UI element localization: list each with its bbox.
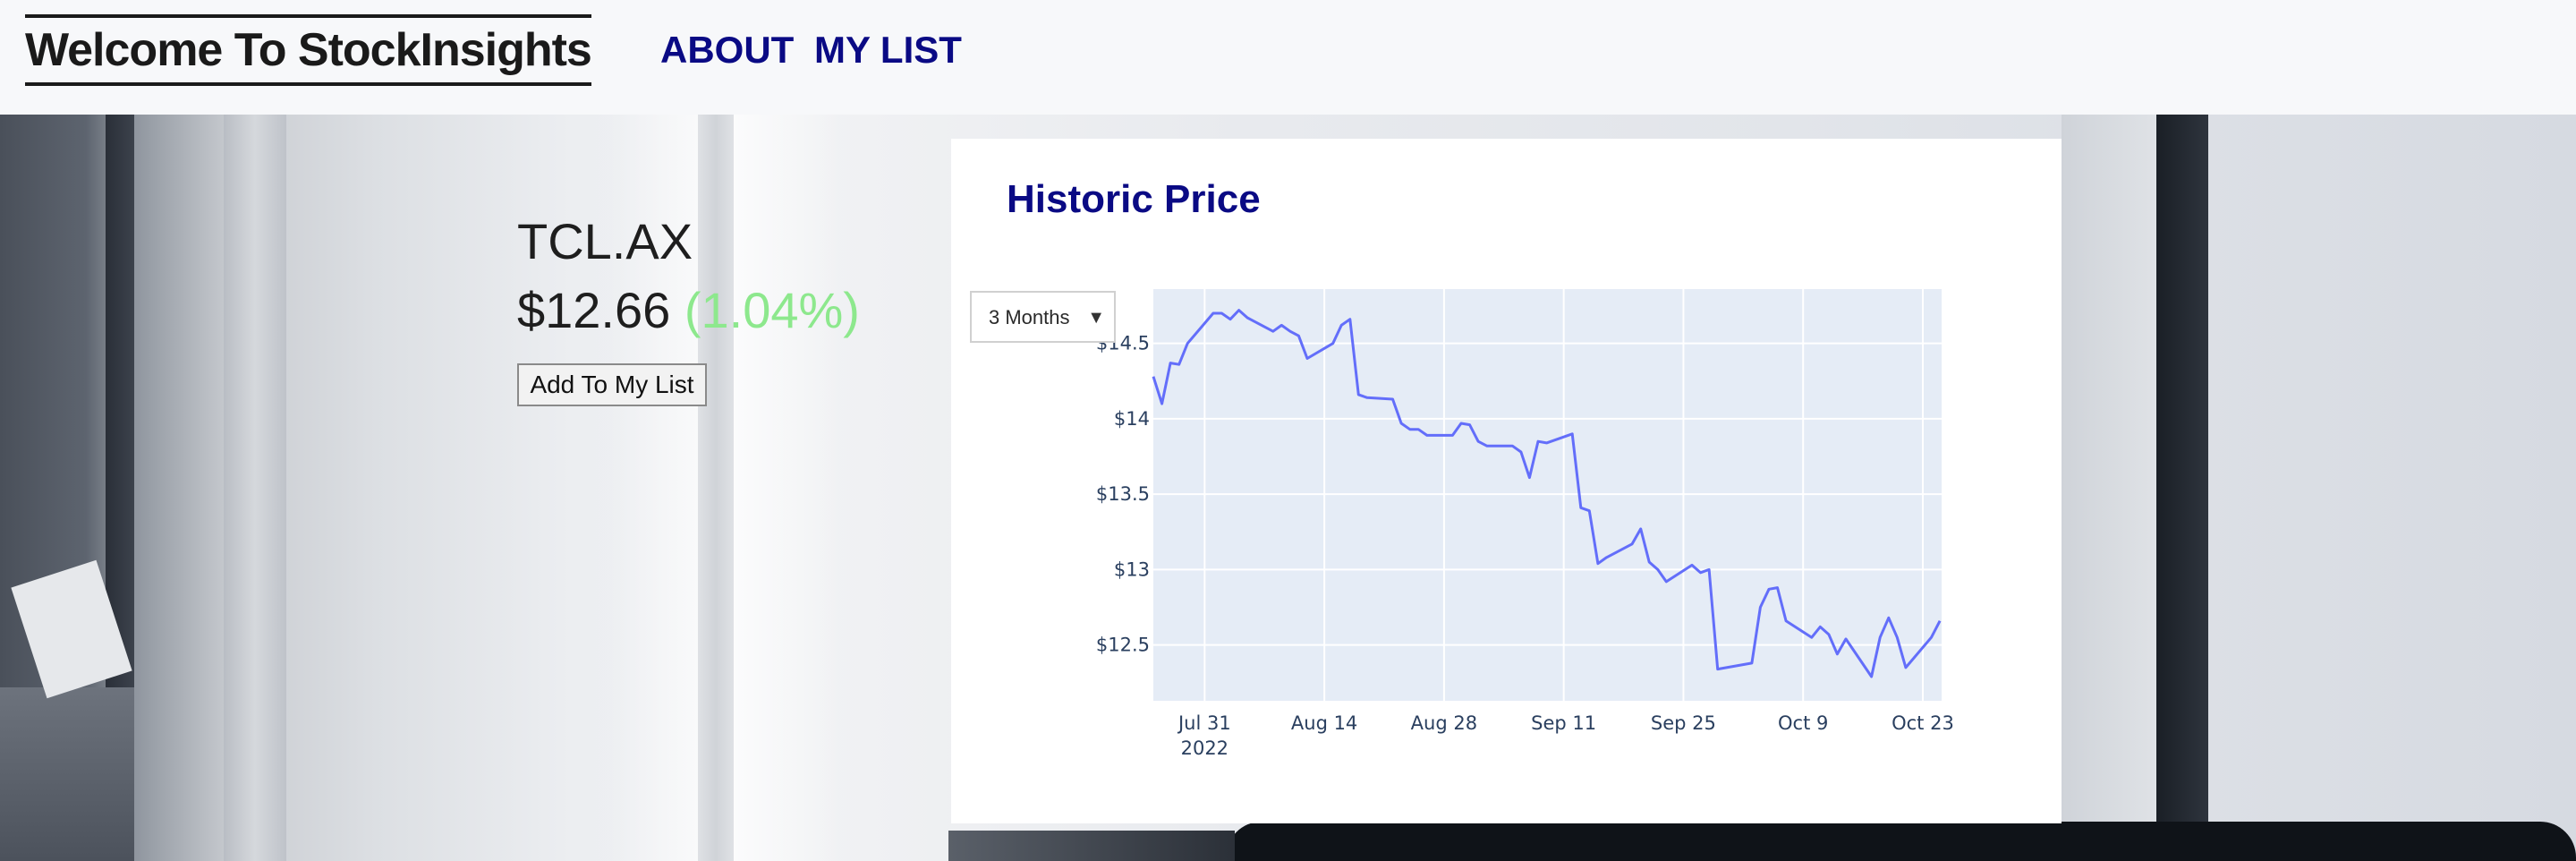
x-tick-label: Oct 9 xyxy=(1778,712,1828,734)
x-tick-sublabel: 2022 xyxy=(1181,737,1228,759)
stock-price: $12.66 xyxy=(517,282,671,338)
x-tick-label: Oct 23 xyxy=(1892,712,1954,734)
top-nav-bar: Welcome To StockInsights ABOUT MY LIST xyxy=(0,0,2576,115)
bg-desk-object xyxy=(0,687,134,861)
bg-window-frame xyxy=(224,115,286,861)
price-series-line xyxy=(1152,309,1942,678)
stock-price-line: $12.66 (1.04%) xyxy=(517,281,860,340)
x-tick-label: Jul 31 xyxy=(1177,712,1231,734)
x-tick-label: Sep 11 xyxy=(1531,712,1596,734)
stock-ticker: TCL.AX xyxy=(517,213,693,269)
nav-link-about[interactable]: ABOUT xyxy=(660,29,795,71)
x-tick-label: Sep 25 xyxy=(1651,712,1716,734)
historic-price-card: Historic Price $12.5 $13 $13.5 $14 $14.5 Jul … xyxy=(951,139,2062,823)
y-tick-label: $12.5 xyxy=(1096,635,1150,656)
bg-window-frame xyxy=(698,115,734,861)
time-range-selected: 3 Months xyxy=(989,306,1070,328)
y-tick-label: $13.5 xyxy=(1096,483,1150,505)
x-tick-label: Aug 28 xyxy=(1411,712,1477,734)
bg-laptop-screen xyxy=(2156,115,2208,822)
bg-desk-shadow xyxy=(948,831,1235,861)
bg-laptop-frame xyxy=(2062,115,2156,861)
stock-change-percent: (1.04%) xyxy=(684,282,860,338)
bg-laptop-base xyxy=(1226,822,2576,861)
site-brand-title[interactable]: Welcome To StockInsights xyxy=(25,14,592,86)
add-to-my-list-button[interactable]: Add To My List xyxy=(517,363,707,406)
dropdown-arrow-icon: ▼ xyxy=(1087,308,1105,328)
nav-link-my-list[interactable]: MY LIST xyxy=(814,29,962,71)
chart-title: Historic Price xyxy=(1007,177,1261,221)
y-tick-label: $14 xyxy=(1114,408,1150,430)
x-tick-label: Aug 14 xyxy=(1291,712,1357,734)
time-range-dropdown[interactable]: 3 Months ▼ xyxy=(970,291,1116,343)
y-tick-label: $13 xyxy=(1114,558,1150,580)
